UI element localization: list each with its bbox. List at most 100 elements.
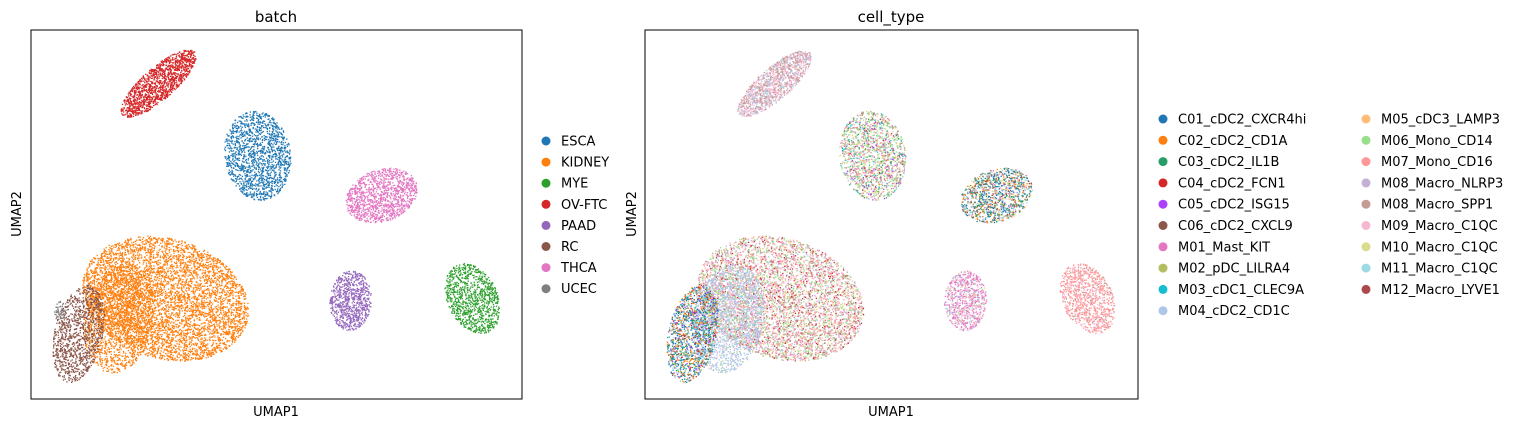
point-ov-ftc <box>130 95 131 96</box>
point-esca <box>233 131 234 132</box>
point-esca <box>269 160 270 161</box>
point-ov-ftc <box>183 69 184 70</box>
point-thca <box>382 175 383 176</box>
point-esca <box>253 185 254 186</box>
point-esca <box>284 178 285 179</box>
point-kidney <box>169 251 170 252</box>
point-ov-ftc <box>129 117 130 118</box>
point-thca <box>391 194 392 195</box>
point-kidney <box>167 238 168 239</box>
point-thca <box>407 194 408 195</box>
point-esca <box>239 174 240 175</box>
point-ov-ftc <box>172 89 173 90</box>
point-esca <box>258 163 259 164</box>
point-ov-ftc <box>186 77 187 78</box>
point-thca <box>367 199 368 200</box>
point-esca <box>264 186 265 187</box>
point-thca <box>370 205 371 206</box>
point-ov-ftc <box>127 104 128 105</box>
point-thca <box>373 190 374 191</box>
point-thca <box>354 216 355 217</box>
point-kidney <box>155 341 156 342</box>
point-esca <box>262 165 263 166</box>
point-esca <box>231 137 232 138</box>
point-ov-ftc <box>159 99 160 100</box>
point-kidney <box>211 258 212 259</box>
point-ov-ftc <box>133 103 134 104</box>
point-esca <box>276 164 277 165</box>
point-esca <box>284 148 285 149</box>
point-kidney <box>195 308 196 309</box>
point-esca <box>269 162 270 163</box>
point-thca <box>402 209 403 210</box>
point-ov-ftc <box>153 102 154 103</box>
point-thca <box>360 204 361 205</box>
point-ov-ftc <box>159 76 160 77</box>
point-ov-ftc <box>151 91 152 92</box>
point-ov-ftc <box>184 51 185 52</box>
point-ov-ftc <box>161 92 162 93</box>
point-esca <box>270 182 271 183</box>
point-ov-ftc <box>154 101 155 102</box>
point-kidney <box>188 256 189 257</box>
point-thca <box>354 189 355 190</box>
point-thca <box>351 200 352 201</box>
point-ov-ftc <box>168 83 169 84</box>
point-thca <box>362 195 363 196</box>
point-esca <box>237 130 238 131</box>
point-ov-ftc <box>131 114 132 115</box>
point-esca <box>257 194 258 195</box>
point-esca <box>289 157 290 158</box>
point-esca <box>248 183 249 184</box>
point-kidney <box>215 282 216 283</box>
point-esca <box>253 195 254 196</box>
point-thca <box>384 194 385 195</box>
point-ov-ftc <box>164 82 165 83</box>
point-esca <box>280 161 281 162</box>
point-ov-ftc <box>180 66 181 67</box>
point-esca <box>269 155 270 156</box>
point-ov-ftc <box>178 55 179 56</box>
point-esca <box>257 197 258 198</box>
point-thca <box>403 195 404 196</box>
point-esca <box>285 147 286 148</box>
point-kidney <box>185 264 186 265</box>
point-esca <box>276 125 277 126</box>
point-ov-ftc <box>151 99 152 100</box>
point-thca <box>381 221 382 222</box>
point-esca <box>266 136 267 137</box>
point-thca <box>407 192 408 193</box>
point-ov-ftc <box>170 76 171 77</box>
point-thca <box>376 221 377 222</box>
point-esca <box>282 159 283 160</box>
point-ov-ftc <box>136 97 137 98</box>
point-ov-ftc <box>156 94 157 95</box>
point-esca <box>262 139 263 140</box>
point-ov-ftc <box>163 89 164 90</box>
point-thca <box>403 175 404 176</box>
point-ov-ftc <box>166 68 167 69</box>
point-thca <box>385 188 386 189</box>
point-esca <box>267 172 268 173</box>
point-esca <box>238 127 239 128</box>
point-ov-ftc <box>179 67 180 68</box>
point-thca <box>356 210 357 211</box>
point-thca <box>409 201 410 202</box>
point-thca <box>383 209 384 210</box>
point-kidney <box>150 282 151 283</box>
point-ov-ftc <box>182 77 183 78</box>
point-ov-ftc <box>126 103 127 104</box>
point-thca <box>357 205 358 206</box>
point-ov-ftc <box>150 109 151 110</box>
point-esca <box>240 121 241 122</box>
point-esca <box>250 167 251 168</box>
point-thca <box>368 187 369 188</box>
point-esca <box>251 122 252 123</box>
point-ov-ftc <box>154 86 155 87</box>
point-esca <box>244 145 245 146</box>
point-esca <box>267 133 268 134</box>
point-esca <box>278 146 279 147</box>
point-ov-ftc <box>160 81 161 82</box>
point-thca <box>388 220 389 221</box>
point-thca <box>402 185 403 186</box>
